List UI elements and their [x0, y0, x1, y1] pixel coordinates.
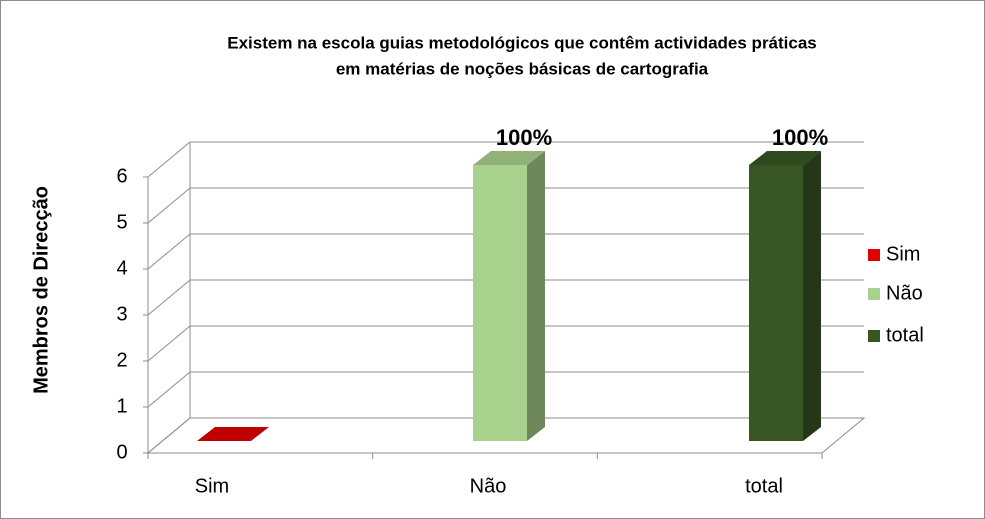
grid-line	[147, 325, 191, 362]
bar	[473, 165, 527, 441]
y-tick-label: 6	[116, 165, 127, 187]
y-tick-label: 0	[116, 441, 127, 463]
y-tick-label: 1	[116, 395, 127, 417]
bar-top	[473, 151, 545, 165]
legend-label: total	[886, 324, 924, 346]
bar-side	[803, 151, 821, 441]
data-label: 100%	[772, 125, 828, 150]
y-tick-label: 3	[116, 303, 127, 325]
grid-line	[147, 141, 191, 178]
chart-title: em matérias de noções básicas de cartogr…	[336, 59, 709, 78]
y-tick-label: 5	[116, 211, 127, 233]
x-tick-label: total	[745, 475, 783, 497]
bar-top	[197, 427, 269, 441]
bar	[749, 165, 803, 441]
x-tick-label: Não	[470, 475, 507, 497]
bar-top	[749, 151, 821, 165]
grid-line	[147, 371, 191, 408]
legend-swatch	[868, 249, 880, 261]
y-axis-label: Membros de Direcção	[30, 186, 52, 394]
grid-line	[147, 417, 191, 454]
legend-label: Não	[886, 282, 923, 304]
grid-line	[147, 233, 191, 270]
bar-side	[527, 151, 545, 441]
grid-line	[147, 187, 191, 224]
data-label: 100%	[496, 125, 552, 150]
chart-title: Existem na escola guias metodológicos qu…	[227, 33, 817, 52]
y-tick-label: 2	[116, 349, 127, 371]
y-tick-label: 4	[116, 257, 127, 279]
grid-line	[147, 279, 191, 316]
legend-swatch	[868, 288, 880, 300]
legend-swatch	[868, 330, 880, 342]
legend-label: Sim	[886, 243, 920, 265]
x-tick-label: Sim	[195, 475, 229, 497]
